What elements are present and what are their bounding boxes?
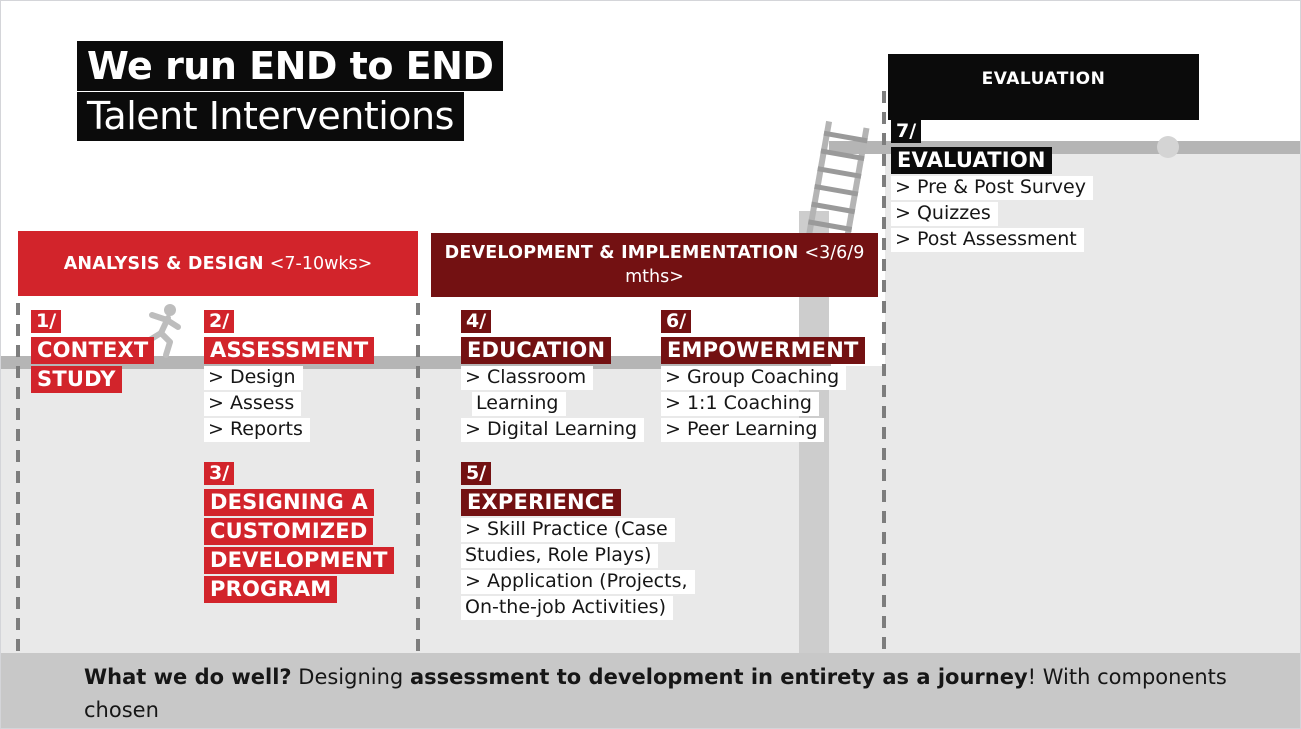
step-7-number: 7/ <box>891 120 922 143</box>
page-title: We run END to END Talent Interventions <box>77 41 504 141</box>
phase-analysis-name: ANALYSIS & DESIGN <box>63 253 264 274</box>
phase-development-duration-1: <3/6/9 <box>804 243 865 263</box>
evaluation-banner: EVALUATION <box>888 54 1199 120</box>
bullet-line: > Pre & Post Survey <box>891 176 1093 200</box>
phase-header-analysis-design: ANALYSIS & DESIGN <7-10wks> <box>18 231 418 296</box>
bullet-line: > Reports <box>204 418 310 442</box>
step-6-number: 6/ <box>661 310 692 333</box>
title-line-1: We run END to END <box>77 41 504 91</box>
step-5-experience: 5/ EXPERIENCE > Skill Practice (Case Stu… <box>461 462 695 622</box>
step-1-number: 1/ <box>31 310 62 333</box>
dashed-separator-left <box>16 303 20 653</box>
step-2-title-line: ASSESSMENT <box>204 337 375 364</box>
step-3-title-line: DEVELOPMENT <box>204 547 394 574</box>
footer-text: What we do well? Designing assessment to… <box>84 661 1254 728</box>
step-5-number: 5/ <box>461 462 492 485</box>
runner-icon <box>131 300 189 366</box>
bullet-line: > Peer Learning <box>661 418 825 442</box>
dashed-separator-right <box>882 91 886 653</box>
step-7-evaluation: 7/ EVALUATION > Pre & Post Survey > Quiz… <box>891 120 1093 254</box>
phase-development-name: DEVELOPMENT & IMPLEMENTATION <box>444 243 799 263</box>
bullet-line: > Skill Practice (Case <box>461 518 675 542</box>
step-1-context-study: 1/ CONTEXT STUDY <box>31 310 155 395</box>
step-6-empowerment: 6/ EMPOWERMENT > Group Coaching > 1:1 Co… <box>661 310 865 444</box>
bullet-line: > Classroom <box>461 366 594 390</box>
bullet-line: > Quizzes <box>891 202 998 226</box>
bullet-line: Studies, Role Plays) <box>461 544 659 568</box>
step-2-number: 2/ <box>204 310 235 333</box>
step-3-number: 3/ <box>204 462 235 485</box>
step-1-title-line: CONTEXT <box>31 337 155 364</box>
bullet-line: Learning <box>472 392 566 416</box>
footer-band: What we do well? Designing assessment to… <box>1 653 1300 728</box>
step-7-title-line: EVALUATION <box>891 147 1052 174</box>
title-line-2: Talent Interventions <box>77 92 464 141</box>
phase-development-duration-2: mths> <box>625 267 684 287</box>
phase-header-development-implementation: DEVELOPMENT & IMPLEMENTATION <3/6/9 mths> <box>431 233 878 297</box>
step-3-designing-program: 3/ DESIGNING A CUSTOMIZED DEVELOPMENT PR… <box>204 462 394 605</box>
step-3-title-line: DESIGNING A <box>204 489 374 516</box>
step-4-title-line: EDUCATION <box>461 337 612 364</box>
phase-analysis-duration: <7-10wks> <box>269 253 373 274</box>
bullet-line: > 1:1 Coaching <box>661 392 819 416</box>
milestone-dot <box>1157 136 1179 158</box>
bullet-line: > Group Coaching <box>661 366 847 390</box>
bullet-line: > Assess <box>204 392 302 416</box>
step-6-title-line: EMPOWERMENT <box>661 337 865 364</box>
bullet-line: > Digital Learning <box>461 418 645 442</box>
step-3-title-line: CUSTOMIZED <box>204 518 374 545</box>
footer-emphasis: assessment to development in entirety as… <box>409 665 1028 689</box>
dashed-separator-middle <box>416 303 420 653</box>
step-4-number: 4/ <box>461 310 492 333</box>
footer-lead: What we do well? <box>84 665 292 689</box>
step-4-education: 4/ EDUCATION > Classroom Learning > Digi… <box>461 310 645 444</box>
footer-line-1: What we do well? Designing assessment to… <box>84 661 1254 727</box>
step-2-assessment: 2/ ASSESSMENT > Design > Assess > Report… <box>204 310 375 444</box>
step-3-title-line: PROGRAM <box>204 576 338 603</box>
step-5-title-line: EXPERIENCE <box>461 489 621 516</box>
step-1-title-line: STUDY <box>31 366 122 393</box>
bullet-line: On-the-job Activities) <box>461 596 673 620</box>
ladder-icon <box>804 120 871 242</box>
bullet-line: > Application (Projects, <box>461 570 695 594</box>
footer-tail: ! With components chosen <box>84 665 1227 722</box>
footer-mid: Designing <box>291 665 410 689</box>
bullet-line: > Design <box>204 366 303 390</box>
bullet-line: > Post Assessment <box>891 228 1084 252</box>
